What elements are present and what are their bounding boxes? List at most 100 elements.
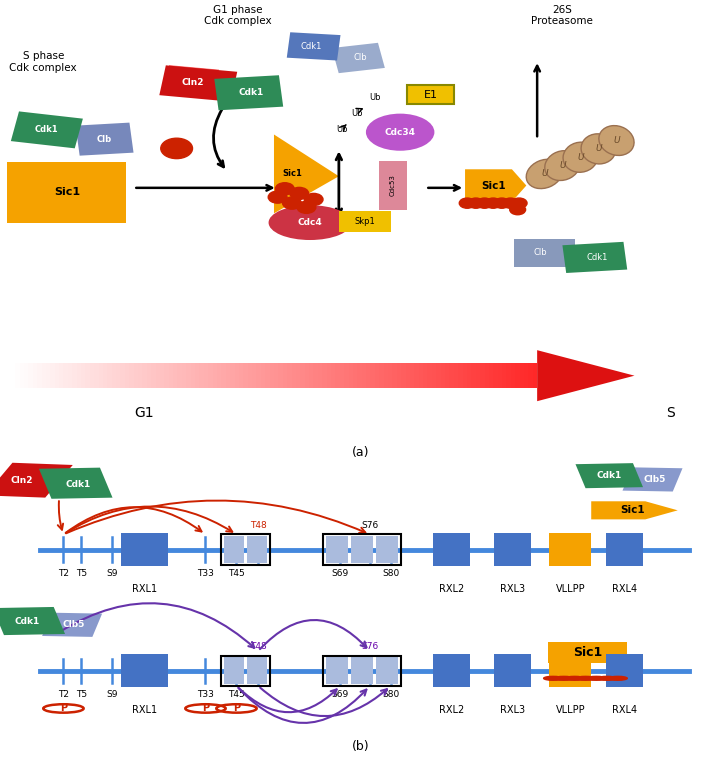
Bar — [331, 363, 335, 388]
Bar — [89, 363, 94, 388]
Bar — [42, 363, 46, 388]
Bar — [291, 363, 296, 388]
Bar — [309, 363, 314, 388]
Bar — [454, 363, 459, 388]
Bar — [358, 363, 362, 388]
Bar — [296, 363, 300, 388]
Bar — [247, 657, 267, 684]
Bar — [169, 363, 173, 388]
Bar — [204, 363, 208, 388]
Bar — [221, 656, 270, 686]
Bar — [432, 363, 436, 388]
Bar — [433, 533, 470, 566]
Bar — [278, 363, 283, 388]
Bar — [510, 363, 516, 388]
Bar — [362, 363, 366, 388]
Polygon shape — [11, 111, 83, 148]
Text: Sic1: Sic1 — [482, 181, 506, 190]
Text: T2: T2 — [58, 690, 69, 700]
Polygon shape — [548, 642, 627, 663]
Text: S: S — [666, 406, 675, 420]
Bar — [252, 363, 257, 388]
Text: Ub: Ub — [337, 125, 348, 135]
Bar — [351, 657, 373, 684]
Bar — [353, 363, 358, 388]
Text: Sic1: Sic1 — [54, 188, 80, 197]
Text: S69: S69 — [332, 690, 349, 700]
Bar — [160, 363, 164, 388]
Bar — [533, 363, 537, 388]
Bar — [459, 363, 463, 388]
Bar — [549, 533, 591, 566]
Bar — [112, 363, 116, 388]
Bar — [230, 363, 234, 388]
Bar — [164, 363, 169, 388]
Text: RXL3: RXL3 — [500, 584, 525, 594]
Text: RXL1: RXL1 — [132, 706, 157, 716]
Bar — [502, 363, 506, 388]
Bar — [344, 363, 348, 388]
Bar — [24, 363, 28, 388]
Bar — [55, 363, 59, 388]
Text: T45: T45 — [228, 569, 245, 578]
Text: Ub: Ub — [351, 109, 363, 118]
Bar — [103, 363, 107, 388]
Bar — [549, 654, 591, 687]
Circle shape — [161, 138, 193, 158]
Text: Sic1: Sic1 — [573, 646, 602, 659]
Text: U: U — [577, 153, 584, 162]
Bar — [366, 363, 371, 388]
Bar — [326, 657, 348, 684]
Text: U: U — [595, 145, 602, 153]
Text: Cdk1: Cdk1 — [65, 480, 91, 489]
Bar — [121, 533, 168, 566]
Bar — [516, 363, 520, 388]
Circle shape — [587, 676, 606, 680]
Bar — [125, 363, 129, 388]
Text: Sic1: Sic1 — [282, 169, 302, 179]
Bar — [59, 363, 63, 388]
Polygon shape — [214, 75, 283, 111]
Ellipse shape — [599, 125, 634, 155]
Bar — [68, 363, 72, 388]
Bar — [247, 536, 267, 563]
Bar — [107, 363, 112, 388]
Bar — [121, 654, 168, 687]
Bar — [340, 363, 344, 388]
Bar — [182, 363, 186, 388]
Circle shape — [275, 182, 294, 195]
Polygon shape — [0, 466, 60, 494]
Text: Cdc4: Cdc4 — [298, 218, 322, 227]
Text: S80: S80 — [382, 569, 399, 578]
Bar — [94, 363, 99, 388]
Bar — [46, 363, 50, 388]
Ellipse shape — [581, 134, 616, 164]
Text: Cdc53: Cdc53 — [390, 175, 396, 196]
Polygon shape — [287, 32, 340, 60]
Circle shape — [268, 191, 287, 203]
Bar — [37, 363, 42, 388]
Bar — [433, 654, 470, 687]
Text: VLLPP: VLLPP — [555, 584, 585, 594]
Bar — [283, 363, 287, 388]
Bar — [213, 363, 217, 388]
Text: P: P — [233, 703, 240, 713]
Polygon shape — [76, 123, 133, 155]
Text: S76: S76 — [361, 521, 379, 530]
Bar — [388, 363, 392, 388]
Bar — [85, 363, 89, 388]
Text: (b): (b) — [352, 740, 369, 753]
Circle shape — [511, 198, 527, 208]
Bar — [243, 363, 248, 388]
Text: S69: S69 — [332, 569, 349, 578]
Bar — [195, 363, 200, 388]
Bar — [239, 363, 243, 388]
Ellipse shape — [268, 205, 351, 240]
Bar — [335, 363, 340, 388]
Text: Cdk1: Cdk1 — [14, 617, 40, 625]
Bar — [397, 363, 401, 388]
Bar — [348, 363, 353, 388]
Text: Clb5: Clb5 — [643, 475, 666, 484]
Text: T33: T33 — [197, 690, 214, 700]
Bar — [379, 363, 384, 388]
